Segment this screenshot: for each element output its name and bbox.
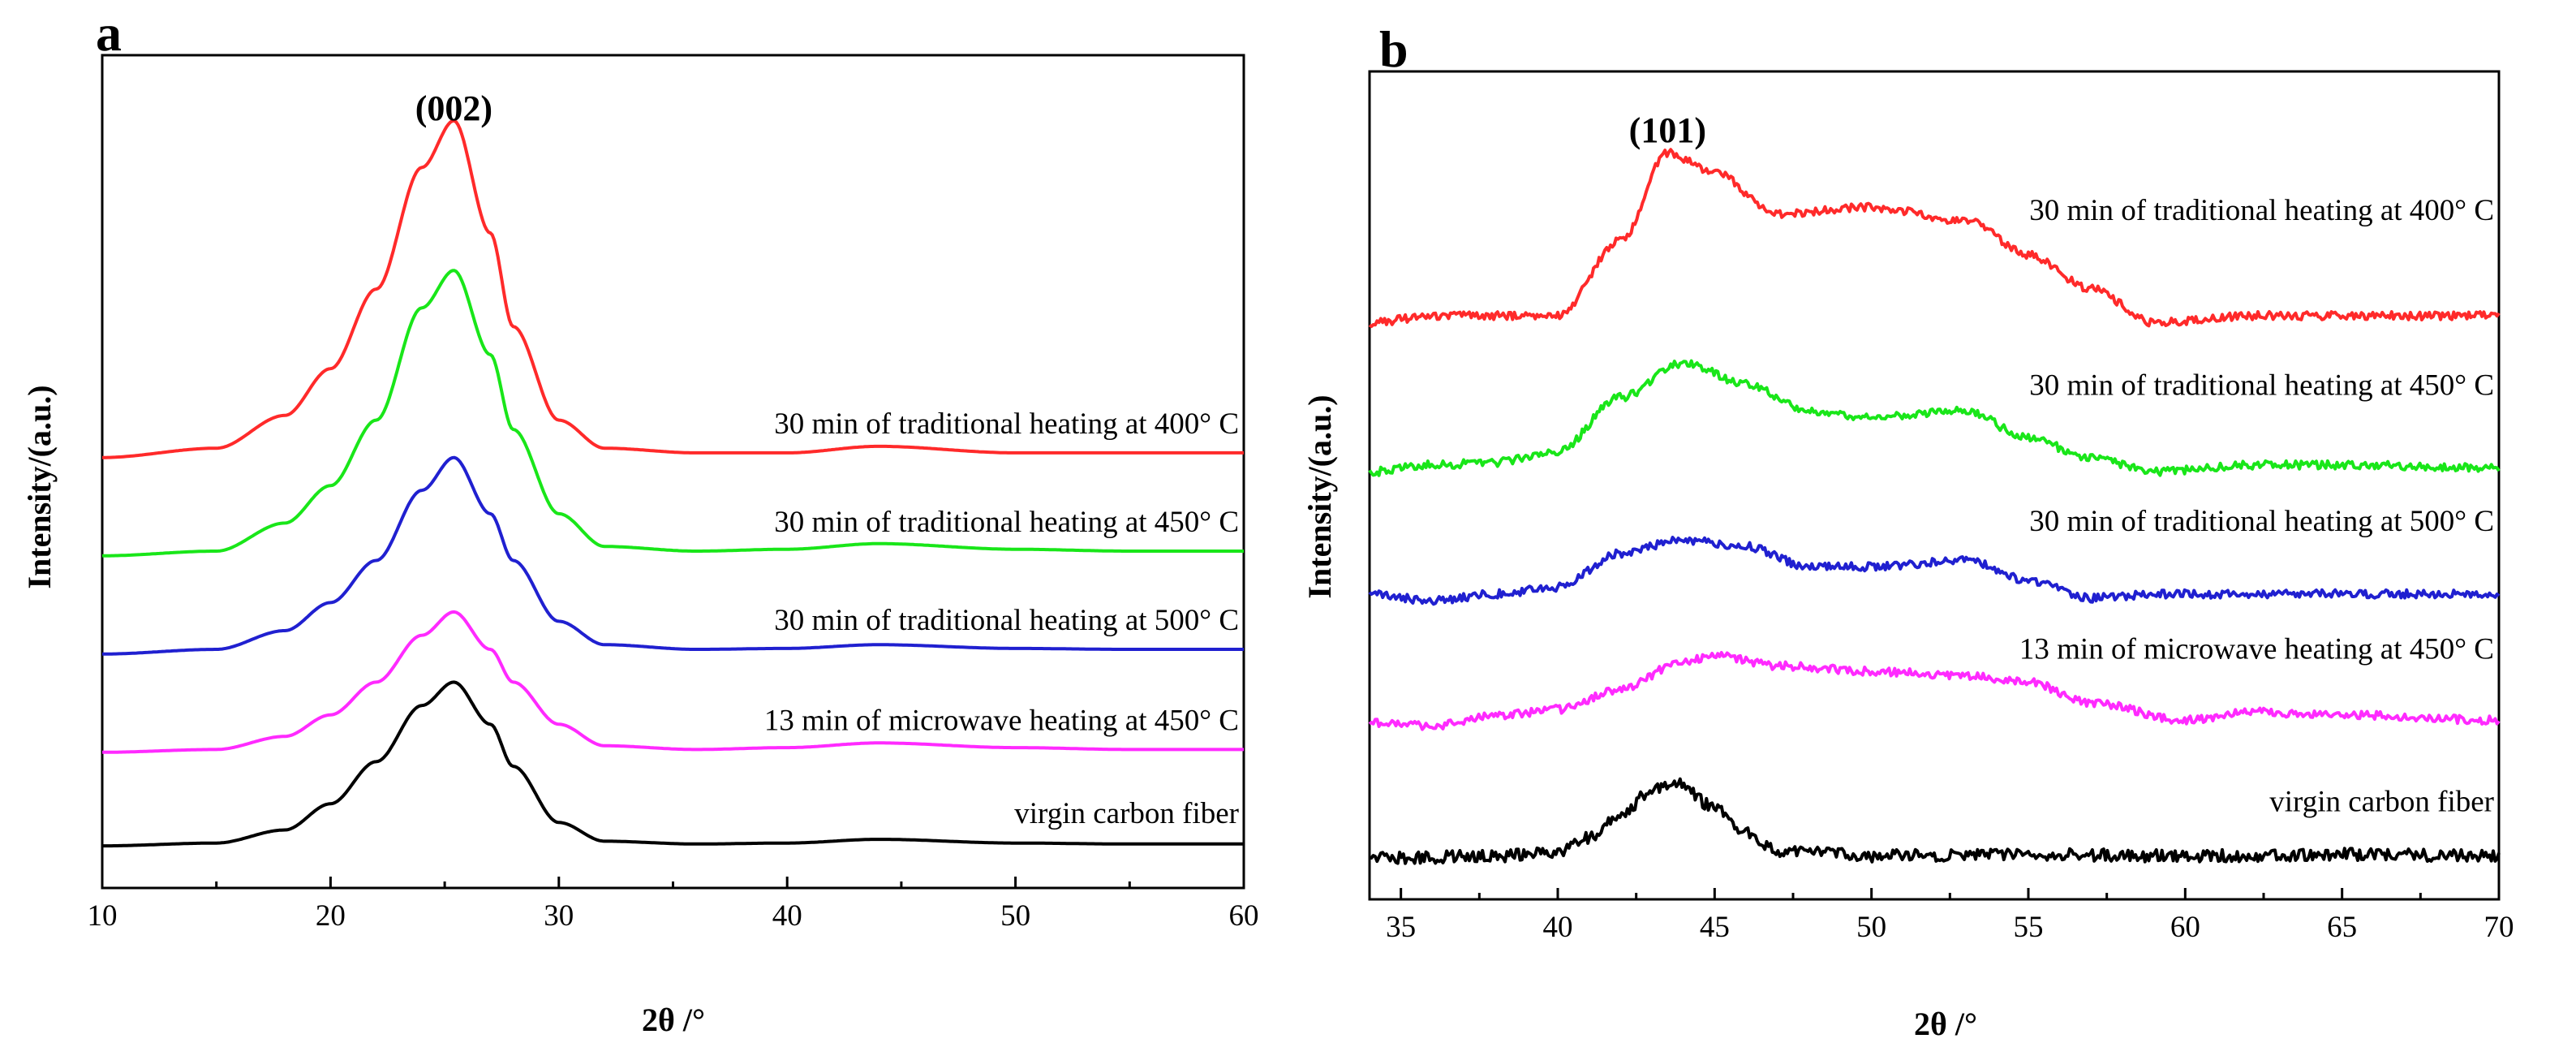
series-label: 30 min of traditional heating at 500° C (774, 604, 1239, 637)
series-label: 13 min of microwave heating at 450° C (764, 704, 1239, 737)
x-tick-label: 65 (2327, 911, 2357, 944)
panel-b: b Intensity/(a.u.) 2θ /° 35 40 45 50 55 60 65 7… (1301, 20, 2514, 1042)
x-tick-label: 50 (1000, 899, 1030, 933)
series-label: 30 min of traditional heating at 450° C (774, 506, 1239, 539)
series-label: 30 min of traditional heating at 400° C (774, 407, 1239, 441)
series-line (1368, 359, 2501, 477)
x-tick-label: 20 (316, 899, 346, 933)
x-tick-label: 70 (2484, 911, 2514, 944)
panel-a-y-axis-title: Intensity/(a.u.) (21, 385, 58, 588)
series-line (1368, 148, 2501, 329)
series-line (102, 119, 1244, 459)
panel-b-x-axis-title: 2θ /° (1914, 1006, 1977, 1042)
x-tick-label: 60 (2170, 911, 2200, 944)
series-line (102, 610, 1244, 754)
series-line (1368, 651, 2501, 731)
plot-frame (1368, 70, 2501, 901)
panel-a: a Intensity/(a.u.) 2θ /° 10 20 30 40 50 60 30 … (21, 4, 1259, 1038)
peak-annotation: (002) (415, 88, 492, 128)
x-tick-label: 10 (88, 899, 118, 933)
series-line (1368, 536, 2501, 606)
series-line (1369, 777, 2501, 865)
x-tick-label: 30 (544, 899, 574, 933)
x-tick-label: 40 (772, 899, 802, 933)
x-tick-label: 55 (2014, 911, 2044, 944)
x-tick-label: 50 (1856, 911, 1886, 944)
x-tick-label: 40 (1543, 911, 1573, 944)
panel-b-y-axis-title: Intensity/(a.u.) (1301, 394, 1338, 598)
series-label: 30 min of traditional heating at 450° C (2029, 368, 2494, 402)
series-label: 30 min of traditional heating at 400° C (2029, 194, 2494, 227)
panel-b-letter: b (1379, 20, 1408, 78)
series-label: 13 min of microwave heating at 450° C (2019, 632, 2494, 666)
x-tick-label: 45 (1700, 911, 1730, 944)
panel-a-letter: a (96, 4, 122, 62)
x-tick-label: 60 (1229, 899, 1259, 933)
series-line (102, 680, 1244, 848)
series-label: 30 min of traditional heating at 500° C (2029, 505, 2494, 538)
series-line (102, 455, 1244, 656)
series-label: virgin carbon fiber (1014, 797, 1239, 830)
series-label: virgin carbon fiber (2269, 785, 2494, 818)
series-line (101, 269, 1244, 558)
peak-annotation: (101) (1629, 110, 1706, 150)
x-tick-label: 35 (1386, 911, 1416, 944)
plot-frame (101, 54, 1245, 890)
panel-a-x-axis-title: 2θ /° (642, 1002, 705, 1038)
